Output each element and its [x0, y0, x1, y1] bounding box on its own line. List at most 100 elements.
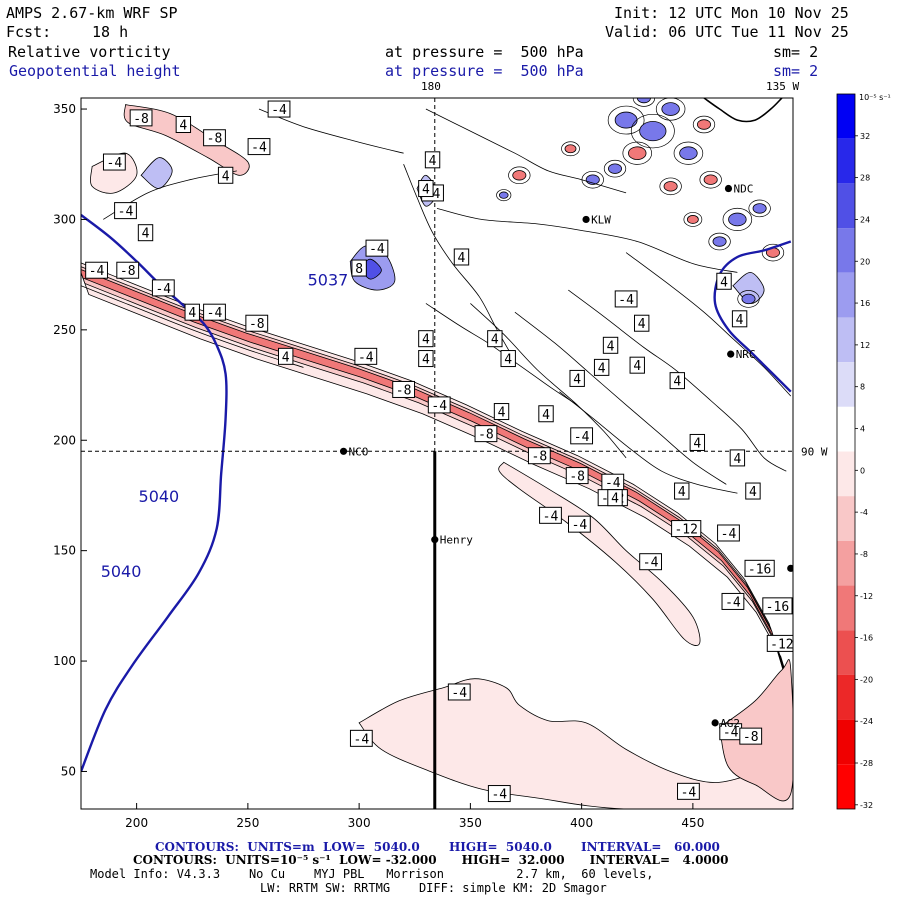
vort-terrain-cell-1 [639, 121, 667, 142]
vort-label-20: -8 [532, 450, 548, 465]
vort-label-64: 4 [749, 485, 757, 500]
vort-terrain-cell-3 [628, 146, 647, 161]
vort-label-50: 4 [498, 406, 506, 421]
vort-label-box-19 [474, 425, 498, 443]
vort-label-11: -4 [155, 282, 171, 297]
legend-tick-label-1: 28 [860, 174, 870, 183]
vort-terrain-ring-6 [699, 170, 722, 189]
legend-bin-6 [837, 362, 855, 407]
vort-label-box-33 [721, 592, 745, 610]
vort-label-box-32 [568, 515, 591, 533]
vort-label-box-58 [365, 239, 389, 257]
vort-terrain-cell-16 [512, 170, 527, 181]
vort-label-box-61 [607, 489, 623, 507]
vort-terrain-cell-6 [703, 174, 718, 185]
vort-label-box-13 [203, 303, 226, 321]
legend-bin-8 [837, 451, 855, 497]
vort-label-box-8 [137, 224, 154, 242]
vort-label-23: -4 [605, 476, 621, 491]
legend-bin-1 [837, 138, 855, 184]
legend-bin-2 [837, 183, 855, 229]
legend-bin-7 [837, 406, 855, 452]
legend-tick-label-14: -24 [860, 717, 873, 726]
vort-label-27: -4 [721, 527, 737, 542]
plot-area: -8 4-4-8-4-44-44-4 -8-44 -4-84 -4-8-4-8-8-8-… [81, 98, 793, 809]
y-tick-label-150: 150 [53, 544, 76, 558]
vort-terrain-ring-4 [603, 159, 627, 178]
vort-label-box-53 [453, 248, 470, 266]
vort-label-15: 4 [282, 350, 290, 365]
vort-label-21: -8 [569, 470, 585, 485]
legend-unit-label: 10⁻⁵ s⁻¹ [859, 93, 891, 102]
fcst-label: Fcst: [6, 23, 52, 41]
meridian-180-label: 180 [421, 80, 441, 93]
vort-label-box-15 [278, 347, 294, 365]
station-dot-0 [339, 447, 348, 455]
vort-band-mid [81, 266, 793, 718]
vort-label-box-36 [677, 782, 700, 800]
vort-label-42: -4 [618, 293, 634, 308]
vort-label-box-7 [114, 202, 137, 220]
vort-terrain-cell-7 [728, 212, 747, 227]
vort-label-4: -4 [251, 141, 267, 156]
vort-label-18: -4 [431, 399, 447, 414]
plot-frame [80, 97, 794, 810]
vort-terrain-ring-18 [683, 212, 703, 227]
vort-label-2: -4 [271, 103, 287, 118]
station-dot-4 [727, 350, 735, 358]
vort-label-box-48 [500, 350, 516, 368]
vort-label-1: 4 [179, 118, 187, 133]
vort-terrain-cell-9 [712, 236, 727, 247]
station-label-nco: NCO [349, 445, 369, 458]
vort-label-box-18 [427, 396, 451, 414]
vort-label-box-57 [418, 330, 434, 348]
vort-label-box-10 [116, 261, 140, 279]
vort-terrain-ring-10 [659, 177, 682, 196]
vort-terrain-cell-10 [663, 181, 678, 192]
vort-terrain-cell-13 [697, 119, 712, 130]
vort-label-box-12 [184, 303, 200, 321]
vort-label-51: 4 [542, 408, 550, 423]
vort-label-box-41 [731, 310, 748, 328]
vort-terrain-ring-12 [561, 141, 580, 157]
vort-label-63: 4 [733, 452, 741, 467]
vort-label-box-29 [762, 597, 793, 615]
vort-label-30: -12 [770, 637, 793, 652]
vort-label-17: -8 [396, 383, 412, 398]
vort-label-box-49 [487, 330, 503, 348]
vort-terrain-cell-17 [498, 191, 509, 199]
vort-label-41: 4 [736, 313, 744, 328]
height-label-2: 5037 [308, 271, 349, 290]
field1-smoothing: sm= 2 [773, 43, 819, 61]
meridian-135w-label: 135 W [766, 80, 800, 93]
vort-label-box-63 [729, 449, 746, 467]
station-label-nrc: NRC [736, 348, 756, 361]
vort-label-8: 4 [142, 227, 150, 242]
vort-label-box-45 [593, 358, 610, 376]
legend-tick-label-16: -32 [860, 801, 873, 810]
vort-label-box-3 [203, 129, 226, 147]
footer-physics-info: LW: RRTM SW: RRTMG DIFF: simple KM: 2D S… [260, 881, 607, 895]
legend-tick-label-8: 0 [860, 466, 865, 475]
vort-label-box-60 [418, 350, 434, 368]
vort-terrain-cell-5 [679, 146, 698, 161]
field1-level: at pressure = 500 hPa [385, 43, 584, 61]
vort-label-6: 4 [222, 169, 230, 184]
station-dot-2 [582, 215, 590, 224]
vort-label-39: -4 [491, 788, 507, 803]
vort-contour-streak-8 [559, 391, 738, 494]
vort-label-box-11 [151, 279, 175, 297]
vort-label-box-24 [539, 506, 562, 524]
legend-bin-9 [837, 496, 855, 541]
vort-band-outer [81, 262, 793, 718]
y-tick-label-200: 200 [53, 433, 76, 447]
station-label-ndc: NDC [733, 183, 753, 196]
vort-label-26: -12 [674, 523, 697, 538]
vort-band-core [81, 269, 793, 717]
vort-label-46: 4 [633, 359, 641, 374]
legend-frame [836, 93, 856, 810]
vort-label-16: -4 [358, 350, 374, 365]
coastline-ne [703, 98, 783, 123]
vort-terrain-ring-3 [622, 141, 652, 165]
vort-label-9: -4 [89, 264, 105, 279]
